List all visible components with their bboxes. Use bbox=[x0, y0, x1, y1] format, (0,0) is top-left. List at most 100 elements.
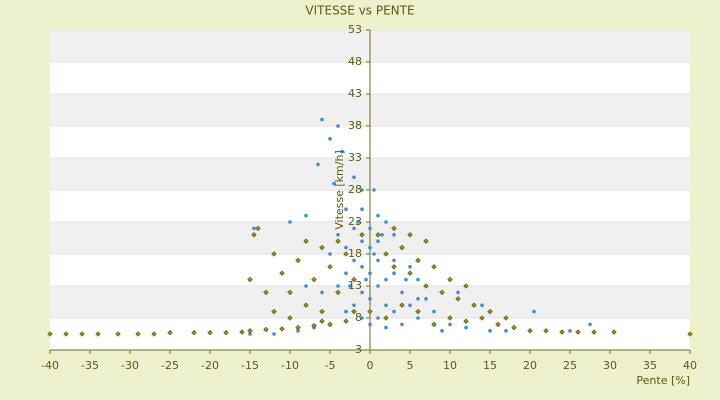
point bbox=[456, 290, 460, 295]
x-tick-label: -15 bbox=[241, 359, 259, 372]
point bbox=[279, 270, 285, 276]
point bbox=[447, 276, 453, 283]
y-tick-label: 38 bbox=[348, 119, 362, 132]
point bbox=[320, 117, 324, 122]
x-tick-label: -30 bbox=[121, 359, 139, 372]
y-tick-label: 13 bbox=[348, 279, 362, 292]
point bbox=[344, 207, 348, 211]
y-tick-label: 33 bbox=[348, 151, 362, 164]
point bbox=[320, 290, 324, 295]
point bbox=[463, 318, 469, 324]
point bbox=[263, 326, 269, 333]
point bbox=[372, 188, 376, 192]
point bbox=[360, 290, 364, 295]
point bbox=[47, 331, 53, 337]
point bbox=[223, 330, 229, 336]
point bbox=[336, 124, 340, 128]
point bbox=[340, 149, 344, 154]
x-tick-label: 35 bbox=[643, 359, 657, 372]
x-tick-label: -35 bbox=[81, 359, 99, 372]
x-tick-label: -10 bbox=[281, 359, 299, 372]
point bbox=[400, 322, 404, 327]
point bbox=[471, 302, 477, 308]
y-axis-title: Vitesse [km/h] bbox=[333, 150, 346, 230]
point bbox=[255, 225, 261, 232]
point bbox=[360, 239, 364, 243]
point bbox=[295, 324, 301, 331]
point bbox=[328, 252, 332, 256]
point bbox=[611, 329, 617, 335]
point bbox=[95, 331, 101, 337]
point bbox=[372, 252, 376, 256]
point bbox=[376, 213, 380, 218]
point bbox=[384, 277, 388, 282]
point bbox=[408, 265, 412, 269]
point bbox=[455, 296, 461, 302]
point bbox=[367, 308, 373, 315]
point bbox=[356, 220, 360, 224]
point bbox=[407, 232, 413, 238]
point bbox=[391, 225, 397, 232]
point bbox=[343, 318, 349, 324]
point bbox=[376, 239, 380, 243]
point bbox=[416, 297, 420, 301]
x-tick-label: 15 bbox=[483, 359, 497, 372]
y-tick-label: 28 bbox=[348, 183, 362, 196]
point bbox=[279, 326, 285, 332]
point bbox=[392, 309, 396, 314]
point bbox=[392, 271, 396, 276]
x-tick-label: 0 bbox=[367, 359, 374, 372]
point bbox=[408, 303, 412, 308]
point bbox=[423, 283, 429, 289]
point bbox=[511, 324, 517, 331]
point bbox=[384, 303, 388, 308]
point bbox=[504, 329, 508, 333]
y-tick-label: 43 bbox=[348, 87, 362, 100]
y-tick-label: 23 bbox=[348, 215, 362, 228]
x-tick-label: -20 bbox=[201, 359, 219, 372]
point bbox=[575, 329, 581, 335]
point bbox=[115, 331, 121, 337]
point bbox=[335, 289, 341, 296]
point bbox=[399, 302, 405, 308]
y-tick-label: 53 bbox=[348, 23, 362, 36]
point bbox=[384, 220, 388, 224]
point bbox=[335, 238, 341, 244]
point bbox=[543, 328, 549, 334]
x-tick-label: 25 bbox=[563, 359, 577, 372]
point bbox=[343, 251, 349, 257]
point bbox=[376, 258, 380, 263]
point bbox=[247, 276, 253, 283]
point bbox=[416, 277, 420, 282]
point bbox=[63, 331, 69, 337]
point bbox=[251, 232, 257, 238]
point bbox=[336, 233, 340, 237]
point bbox=[415, 257, 421, 264]
point bbox=[287, 315, 293, 321]
point bbox=[272, 332, 276, 336]
point bbox=[588, 322, 592, 327]
point bbox=[568, 329, 572, 333]
point bbox=[364, 277, 368, 282]
point bbox=[327, 321, 333, 328]
point bbox=[399, 244, 405, 251]
y-tick-label: 18 bbox=[348, 247, 362, 260]
point bbox=[392, 258, 396, 263]
x-tick-label: -5 bbox=[325, 359, 336, 372]
x-tick-label: 30 bbox=[603, 359, 617, 372]
point bbox=[344, 271, 348, 276]
point bbox=[344, 245, 348, 250]
point bbox=[360, 188, 364, 192]
point bbox=[432, 309, 436, 314]
point bbox=[487, 308, 493, 315]
point bbox=[463, 283, 469, 289]
point bbox=[376, 316, 380, 320]
point bbox=[311, 276, 317, 283]
point bbox=[352, 226, 356, 231]
point bbox=[287, 289, 293, 296]
point bbox=[407, 270, 413, 276]
point bbox=[447, 315, 453, 321]
x-tick-label: 5 bbox=[407, 359, 414, 372]
point bbox=[351, 276, 357, 283]
point bbox=[488, 329, 492, 333]
